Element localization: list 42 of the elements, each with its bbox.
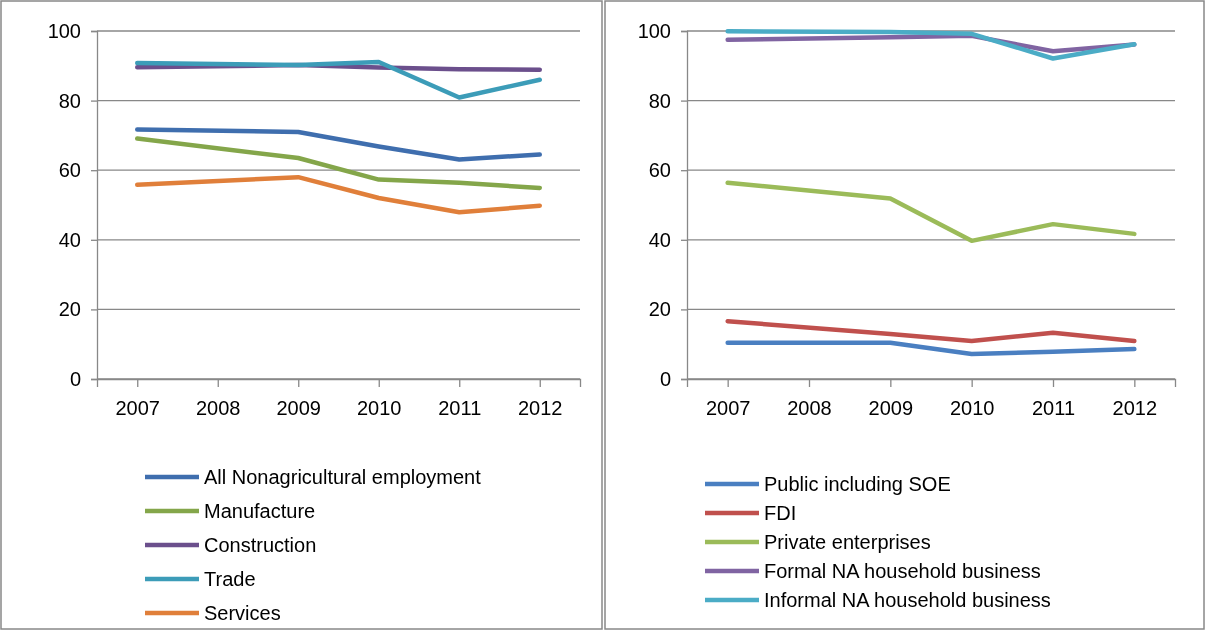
line-series — [725, 340, 1137, 357]
x-tick-label: 2012 — [518, 397, 563, 420]
x-tick-label: 2012 — [1112, 397, 1158, 420]
line-series — [135, 174, 542, 215]
y-tick-label: 20 — [648, 298, 671, 321]
legend-label: Private enterprises — [764, 531, 931, 553]
legend-label: Construction — [204, 534, 317, 556]
line-series — [725, 180, 1137, 244]
x-tick-label: 2010 — [949, 397, 995, 420]
x-tick-label: 2011 — [1031, 397, 1076, 420]
legend-label: Trade — [204, 568, 256, 590]
x-tick-label: 2007 — [705, 397, 751, 420]
line-series — [135, 136, 542, 191]
line-series — [725, 318, 1137, 344]
legend-label: Formal NA household business — [764, 560, 1041, 582]
y-tick-label: 60 — [648, 159, 671, 182]
y-tick-label: 80 — [58, 89, 81, 112]
x-tick-label: 2009 — [868, 397, 914, 420]
y-tick-label: 40 — [58, 228, 81, 251]
y-tick-label: 60 — [58, 159, 81, 182]
x-tick-label: 2010 — [357, 397, 402, 420]
y-tick-label: 0 — [69, 367, 81, 390]
legend-label: Public including SOE — [764, 473, 951, 495]
x-tick-label: 2008 — [787, 397, 832, 420]
y-tick-label: 100 — [637, 19, 671, 42]
legend-label: Informal NA household business — [764, 589, 1051, 611]
y-tick-label: 20 — [58, 298, 81, 321]
x-tick-label: 2008 — [196, 397, 241, 420]
y-tick-label: 80 — [648, 89, 671, 112]
legend-label: Manufacture — [204, 500, 316, 522]
line-series — [135, 59, 542, 100]
line-series — [135, 127, 542, 162]
x-tick-label: 2011 — [438, 397, 482, 420]
x-tick-label: 2007 — [115, 397, 160, 420]
y-tick-label: 100 — [47, 19, 81, 42]
legend-label: Services — [204, 602, 281, 624]
y-tick-label: 40 — [648, 228, 671, 251]
line-series — [725, 29, 1137, 61]
x-tick-label: 2009 — [276, 397, 321, 420]
legend-label: All Nonagricultural employment — [204, 466, 482, 488]
legend-label: FDI — [764, 502, 797, 524]
y-tick-label: 0 — [659, 367, 671, 390]
